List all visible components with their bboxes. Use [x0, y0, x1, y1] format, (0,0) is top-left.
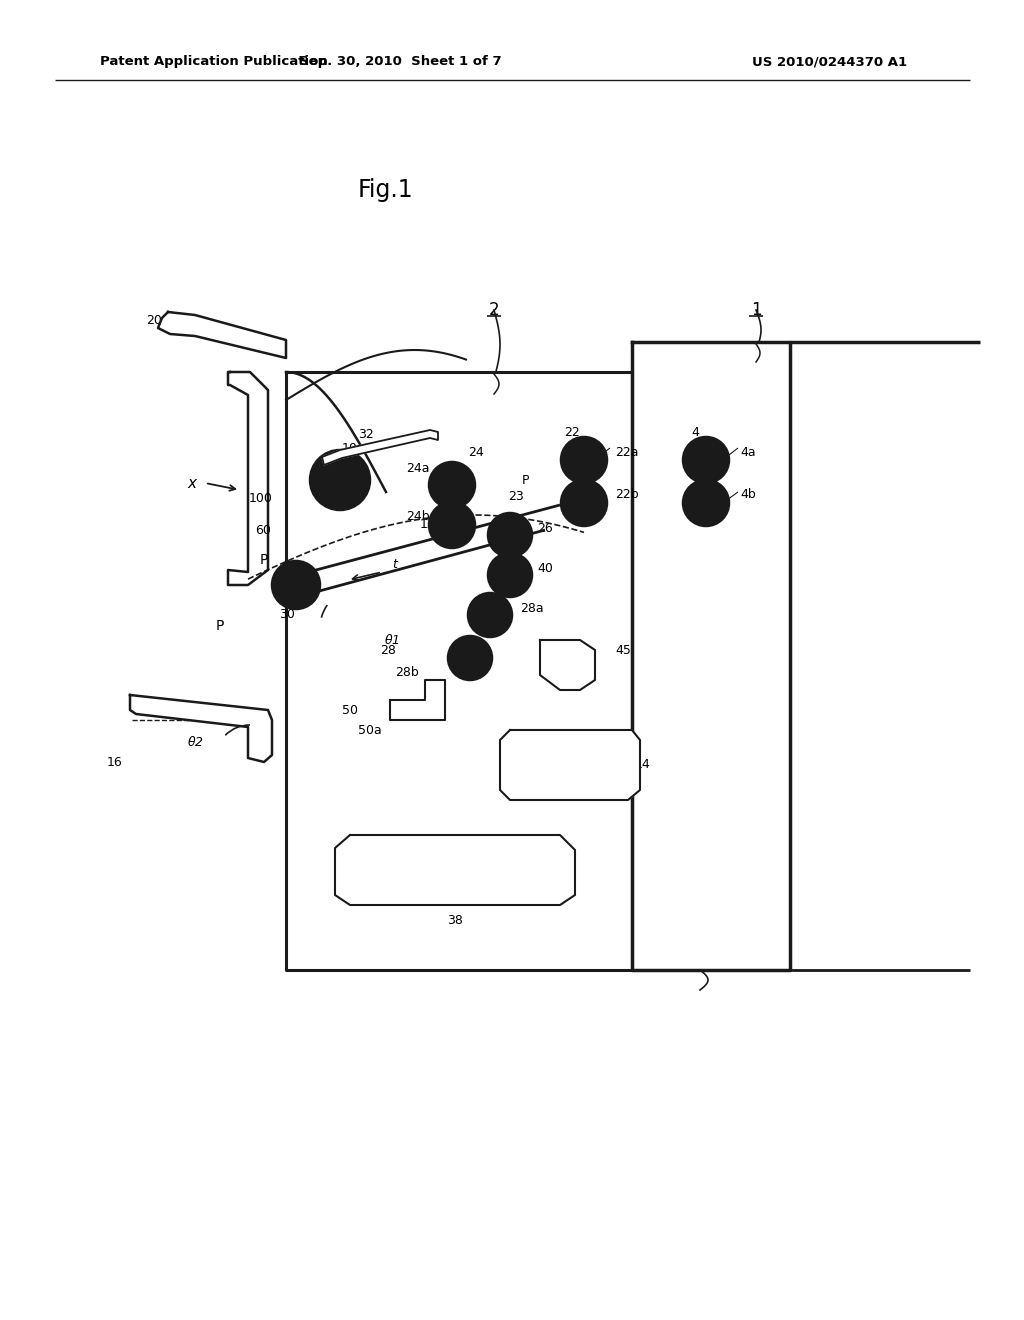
Text: 4a: 4a [740, 446, 756, 458]
Text: P: P [522, 474, 529, 487]
Text: 4: 4 [691, 425, 699, 438]
Text: 28: 28 [380, 644, 396, 656]
Text: 22: 22 [564, 425, 580, 438]
Circle shape [480, 605, 500, 624]
Text: 38: 38 [447, 913, 463, 927]
Text: 60: 60 [255, 524, 271, 536]
Text: P: P [260, 553, 268, 568]
Circle shape [573, 449, 595, 471]
Polygon shape [130, 696, 272, 762]
Circle shape [429, 502, 475, 548]
Polygon shape [390, 680, 445, 719]
Text: 30: 30 [280, 609, 295, 622]
Text: US 2010/0244370 A1: US 2010/0244370 A1 [753, 55, 907, 69]
Text: Sep. 30, 2010  Sheet 1 of 7: Sep. 30, 2010 Sheet 1 of 7 [299, 55, 502, 69]
Text: 1: 1 [751, 301, 761, 319]
Circle shape [460, 648, 480, 668]
Circle shape [449, 636, 492, 680]
Circle shape [683, 480, 729, 525]
Polygon shape [500, 730, 640, 800]
Text: 22b: 22b [615, 488, 639, 502]
Circle shape [272, 561, 319, 609]
Circle shape [441, 474, 463, 496]
Polygon shape [335, 836, 575, 906]
Text: 50: 50 [342, 704, 358, 717]
Text: 24b: 24b [407, 510, 430, 523]
Text: P: P [216, 619, 224, 634]
Circle shape [285, 574, 307, 597]
Text: 23: 23 [508, 490, 523, 503]
Circle shape [695, 492, 717, 513]
Text: 100: 100 [249, 491, 272, 504]
Text: $\theta$1: $\theta$1 [384, 634, 399, 647]
Text: Fig.1: Fig.1 [357, 178, 413, 202]
Circle shape [488, 553, 532, 597]
Text: $\theta$2: $\theta$2 [186, 735, 204, 748]
Text: 24a: 24a [407, 462, 430, 474]
Text: 28b: 28b [395, 665, 419, 678]
Text: 12: 12 [420, 519, 436, 532]
Polygon shape [322, 430, 438, 465]
Text: 34: 34 [285, 572, 300, 585]
Text: 10: 10 [342, 441, 357, 454]
Text: x: x [187, 475, 196, 491]
Text: 20: 20 [146, 314, 162, 326]
Text: 22a: 22a [615, 446, 639, 458]
Polygon shape [540, 640, 595, 690]
Text: t: t [392, 557, 397, 570]
Circle shape [429, 462, 475, 508]
Text: 2: 2 [488, 301, 500, 319]
Polygon shape [228, 372, 268, 585]
Text: 14: 14 [635, 759, 650, 771]
Text: 28a: 28a [520, 602, 544, 615]
Circle shape [683, 437, 729, 483]
Text: 4b: 4b [740, 488, 756, 502]
Circle shape [310, 450, 370, 510]
Circle shape [573, 492, 595, 513]
Polygon shape [286, 372, 632, 970]
Text: 24: 24 [468, 446, 483, 458]
Circle shape [488, 513, 532, 557]
Text: 16: 16 [108, 755, 123, 768]
Text: 36: 36 [285, 594, 300, 606]
Polygon shape [158, 312, 286, 358]
Circle shape [500, 565, 520, 585]
Text: 50a: 50a [358, 723, 382, 737]
Text: 45: 45 [615, 644, 631, 656]
Text: 32: 32 [358, 429, 374, 441]
Polygon shape [632, 342, 790, 970]
Circle shape [500, 525, 520, 545]
Text: Patent Application Publication: Patent Application Publication [100, 55, 328, 69]
Circle shape [561, 437, 607, 483]
Text: 40: 40 [537, 561, 553, 574]
Circle shape [695, 449, 717, 471]
Circle shape [441, 513, 463, 536]
Text: 26: 26 [537, 521, 553, 535]
Circle shape [468, 593, 512, 638]
Circle shape [561, 480, 607, 525]
